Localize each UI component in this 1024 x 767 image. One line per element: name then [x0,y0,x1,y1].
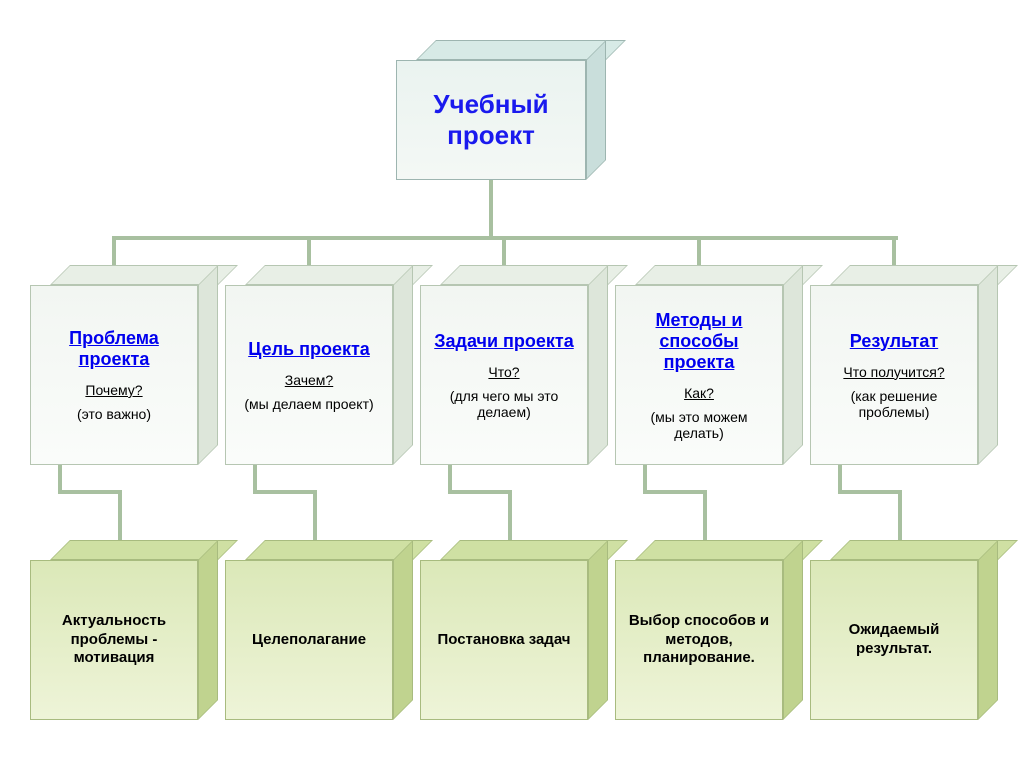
branch-question: Почему? [85,382,142,398]
connector [448,490,512,494]
connector [838,465,842,490]
branch-detail: (мы делаем проект) [244,396,373,412]
branch-question: Зачем? [285,372,333,388]
root-box: Учебный проект [396,40,606,180]
branch-title: Проблема проекта [39,328,189,370]
connector [703,490,707,546]
connector [307,236,311,265]
connector [253,465,257,490]
branch-question: Что? [488,364,519,380]
leaf-box: Ожидаемый результат. [810,540,998,720]
leaf-box: Постановка задач [420,540,608,720]
connector [898,490,902,546]
connector [313,490,317,546]
branch-detail: (это важно) [77,406,151,422]
branch-title: Цель проекта [248,339,370,360]
branch-box: Методы и способы проекта Как? (мы это може… [615,265,803,465]
branch-title: Результат [850,331,938,352]
branch-box: Задачи проекта Что? (для чего мы это делае… [420,265,608,465]
leaf-box: Целеполагание [225,540,413,720]
leaf-box: Выбор способов и методов, планирование. [615,540,803,720]
connector [448,465,452,490]
connector [697,236,701,265]
connector [508,490,512,546]
connector [253,490,317,494]
branch-title: Методы и способы проекта [624,310,774,373]
connector [118,490,122,546]
leaf-label: Выбор способов и методов, планирование. [624,612,774,668]
connector [838,490,902,494]
branch-detail: (как решение проблемы) [819,388,969,420]
leaf-label: Целеполагание [252,631,366,650]
connector [112,236,116,265]
root-title: Учебный проект [405,89,577,151]
branch-title: Задачи проекта [434,331,574,352]
branch-question: Что получится? [843,364,944,380]
connector [502,236,506,265]
branch-box: Цель проекта Зачем? (мы делаем проект) [225,265,413,465]
leaf-label: Ожидаемый результат. [819,621,969,659]
branch-detail: (мы это можем делать) [624,409,774,441]
connector [892,236,896,265]
leaf-label: Актуальность проблемы - мотивация [39,612,189,668]
connector [489,180,493,236]
branch-box: Результат Что получится? (как решение проб… [810,265,998,465]
connector [643,465,647,490]
connector [58,490,122,494]
connector [643,490,707,494]
connector [58,465,62,490]
leaf-label: Постановка задач [437,631,570,650]
connector [114,236,898,240]
branch-question: Как? [684,385,714,401]
branch-box: Проблема проекта Почему? (это важно) [30,265,218,465]
leaf-box: Актуальность проблемы - мотивация [30,540,218,720]
branch-detail: (для чего мы это делаем) [429,388,579,420]
